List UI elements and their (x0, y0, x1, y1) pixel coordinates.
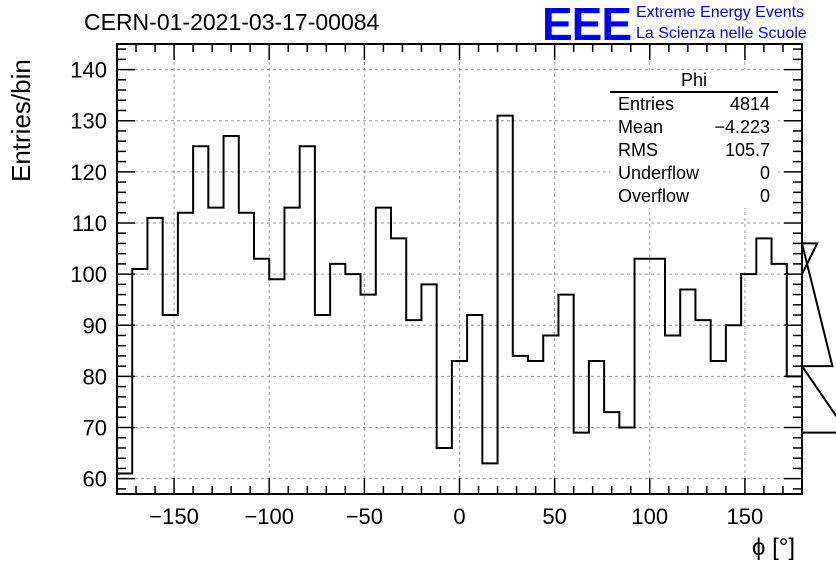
y-tick-labels: 60 70 80 90 100 110 120 130 140 (70, 58, 107, 492)
stats-label: Entries (618, 94, 675, 114)
y-tick-label: 60 (83, 467, 107, 492)
x-tick-labels: −150 −100 −50 0 50 100 150 (149, 504, 763, 529)
x-axis-label: ϕ [°] (752, 534, 796, 561)
logo-caption-line1: Extreme Energy Events (636, 4, 805, 21)
y-tick-label: 90 (83, 313, 107, 338)
stats-label: RMS (618, 140, 658, 160)
x-tick-label: 0 (453, 504, 465, 529)
y-tick-label: 80 (83, 364, 107, 389)
stats-value: 0 (759, 186, 770, 206)
axis-ticks (116, 44, 803, 494)
stats-row: Mean −4.223 (610, 116, 778, 139)
x-tick-label: 50 (542, 504, 566, 529)
stats-value: 0 (759, 163, 770, 183)
x-tick-label: 150 (727, 504, 764, 529)
y-tick-label: 140 (70, 58, 107, 83)
y-tick-label: 110 (72, 211, 107, 236)
x-tick-label: −50 (346, 504, 383, 529)
stats-row: Underflow 0 (610, 162, 778, 185)
histogram-line (117, 114, 836, 475)
x-tick-label: 100 (631, 504, 668, 529)
eee-logo: EEE (542, 0, 632, 50)
run-title: CERN-01-2021-03-17-00084 (84, 9, 380, 35)
logo-caption: Extreme Energy Events La Scienza nelle S… (636, 2, 807, 44)
stats-box: Phi Entries 4814 Mean −4.223 RMS 105.7 U… (610, 70, 778, 208)
stats-value: 4814 (729, 94, 770, 114)
stats-label: Mean (618, 117, 664, 137)
stats-value: 105.7 (724, 140, 770, 160)
stats-title: Phi (610, 70, 778, 93)
y-tick-label: 120 (70, 160, 107, 185)
y-tick-label: 100 (70, 262, 107, 287)
logo-caption-line2: La Scienza nelle Scuole (636, 25, 807, 42)
stats-row: Entries 4814 (610, 93, 778, 116)
y-tick-label: 70 (83, 416, 107, 441)
stats-label: Overflow (618, 186, 690, 206)
stats-row: RMS 105.7 (610, 139, 778, 162)
stats-label: Underflow (618, 163, 700, 183)
x-tick-label: −100 (244, 504, 294, 529)
y-axis-label: Entries/bin (6, 59, 36, 182)
y-tick-label: 130 (70, 109, 107, 134)
x-tick-label: −150 (149, 504, 199, 529)
stats-value: −4.223 (714, 117, 770, 137)
stats-row: Overflow 0 (610, 185, 778, 208)
